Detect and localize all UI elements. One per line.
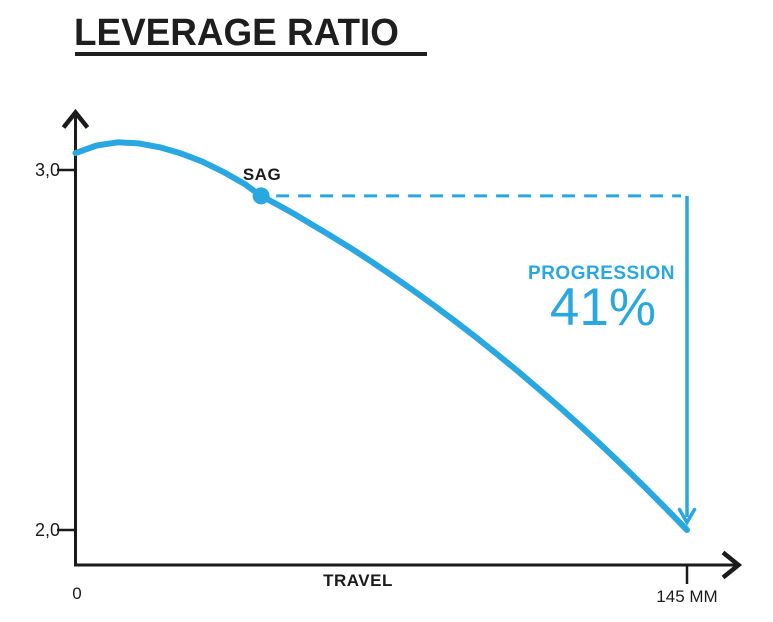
y-axis-tick-label-3: 3,0: [34, 160, 60, 180]
sag-annotation-label: SAG: [242, 165, 282, 184]
title-underline: [75, 52, 427, 56]
sag-point-marker: [252, 187, 270, 205]
y-axis-tick-label-2: 2,0: [34, 520, 60, 540]
progression-annotation-value: 41%: [549, 278, 656, 337]
curve-layer: [72, 139, 697, 533]
y-axis-arrowhead: [61, 108, 90, 129]
x-axis-tick-label-0: 0: [72, 584, 82, 603]
leverage-ratio-curve: [72, 139, 690, 533]
page-title: LEVERAGE RATIO: [74, 12, 399, 54]
x-axis-arrowhead: [721, 550, 743, 580]
axes-layer: [57, 108, 743, 584]
x-axis-tick-label-145mm: 145 MM: [656, 587, 718, 606]
x-axis-title: TRAVEL: [323, 571, 393, 590]
progression-arrowhead-icon: [677, 507, 697, 527]
progression-annotation-label: PROGRESSION: [528, 263, 675, 284]
